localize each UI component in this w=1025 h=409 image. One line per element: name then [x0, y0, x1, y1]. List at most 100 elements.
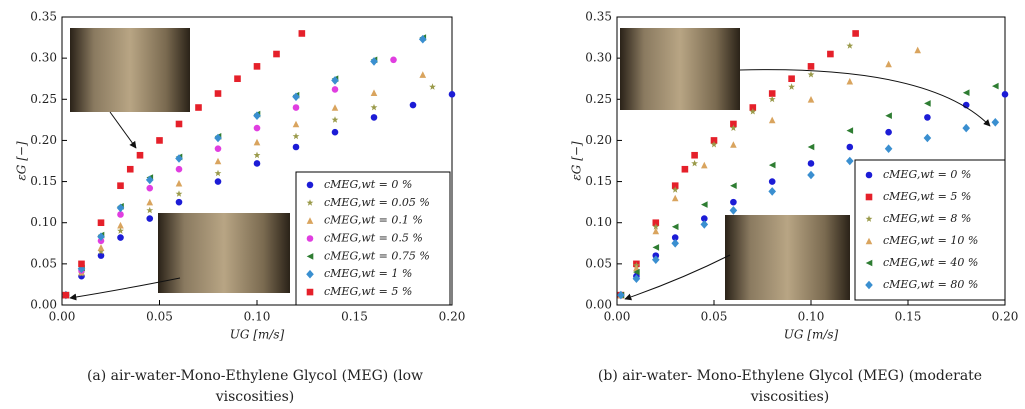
x-axis-label: UG [m/s] [784, 328, 839, 342]
data-point [633, 268, 640, 276]
legend-marker [306, 217, 314, 224]
x-tick-label: 0.10 [798, 310, 825, 324]
data-point [701, 161, 708, 169]
legend-marker [306, 253, 314, 260]
data-point [117, 227, 124, 234]
y-tick-label: 0.10 [30, 215, 57, 229]
data-point [331, 116, 339, 123]
data-point [652, 219, 660, 227]
data-point [914, 46, 921, 54]
inset-photo [158, 213, 290, 293]
data-point [681, 165, 689, 173]
data-point [807, 63, 815, 70]
data-point [136, 151, 144, 159]
data-point [78, 260, 85, 268]
data-point [671, 194, 679, 202]
y-tick-label: 0.30 [30, 51, 57, 65]
data-point [175, 198, 183, 206]
data-point [419, 71, 427, 78]
data-point [691, 151, 698, 159]
data-point [730, 141, 737, 148]
data-point [429, 83, 436, 90]
x-tick-label: 0.05 [701, 310, 728, 324]
y-tick-label: 0.30 [585, 51, 612, 65]
data-point [691, 159, 698, 167]
legend-label: cMEG,wt = 10 % [883, 234, 978, 247]
legend-label: cMEG,wt = 0.75 % [324, 249, 430, 262]
data-point [97, 244, 105, 251]
data-point [923, 133, 932, 143]
data-point [253, 111, 261, 120]
y-tick-label: 0.00 [585, 298, 612, 312]
legend-label: cMEG,wt = 40 % [883, 256, 978, 269]
data-point [145, 175, 154, 185]
legend-marker [865, 193, 873, 201]
data-point [768, 95, 776, 103]
data-point [885, 128, 892, 136]
data-point [730, 182, 737, 189]
data-point [730, 198, 737, 206]
data-point [730, 124, 737, 131]
arrow [109, 111, 137, 149]
data-point [409, 101, 417, 109]
data-point [195, 104, 202, 111]
data-point [884, 144, 893, 153]
y-tick-label: 0.00 [30, 298, 57, 312]
data-point [331, 76, 339, 85]
data-point [448, 91, 456, 98]
legend-marker [865, 171, 873, 179]
caption: viscosities) [215, 389, 295, 405]
y-axis-label: εG [−] [15, 141, 29, 181]
data-point [292, 92, 300, 102]
data-point [117, 234, 124, 241]
inset-photo [620, 28, 740, 110]
legend-label: cMEG,wt = 0.5 % [324, 232, 423, 245]
legend-marker [865, 259, 873, 267]
data-point [1001, 91, 1009, 98]
y-tick-label: 0.15 [585, 174, 612, 188]
data-point [730, 120, 737, 128]
data-point [652, 244, 660, 251]
data-point [671, 182, 679, 189]
data-point [370, 89, 378, 96]
data-point [885, 60, 892, 68]
legend-box [854, 159, 1006, 301]
data-point [768, 116, 776, 124]
data-point [253, 63, 261, 70]
legend-box [295, 171, 451, 306]
data-point [214, 145, 222, 152]
data-point [214, 133, 222, 143]
data-point [117, 211, 124, 218]
legend-marker [865, 280, 873, 290]
legend-marker [306, 288, 314, 296]
data-point [652, 227, 660, 235]
legend-label: cMEG,wt = 0.05 % [324, 196, 430, 209]
y-tick-label: 0.15 [30, 174, 57, 188]
data-point [749, 108, 757, 115]
data-point [146, 198, 154, 206]
data-point [253, 160, 261, 167]
legend-label: cMEG,wt = 1 % [324, 267, 412, 280]
caption: (b) air-water- Mono-Ethylene Glycol (MEG… [598, 368, 982, 384]
data-point [652, 223, 660, 230]
inset-photo [70, 28, 190, 112]
x-tick-label: 0.15 [895, 310, 922, 324]
data-point [234, 75, 241, 83]
data-point [146, 206, 154, 214]
data-point [852, 30, 859, 37]
legend-label: cMEG,wt = 5 % [883, 190, 971, 203]
data-point [97, 219, 105, 227]
x-tick-label: 0.00 [604, 310, 631, 324]
y-axis-label: εG [−] [570, 141, 584, 181]
data-point [214, 90, 222, 97]
insets [69, 28, 991, 301]
y-tick-label: 0.10 [585, 215, 612, 229]
x-tick-label: 0.10 [244, 310, 271, 324]
data-point [117, 221, 124, 229]
data-point [292, 120, 300, 128]
data-point [749, 104, 757, 111]
x-axis-label: UG [m/s] [230, 328, 285, 342]
arrow [739, 69, 991, 127]
legend-label: cMEG,wt = 80 % [883, 278, 978, 291]
y-tick-label: 0.25 [30, 92, 57, 106]
